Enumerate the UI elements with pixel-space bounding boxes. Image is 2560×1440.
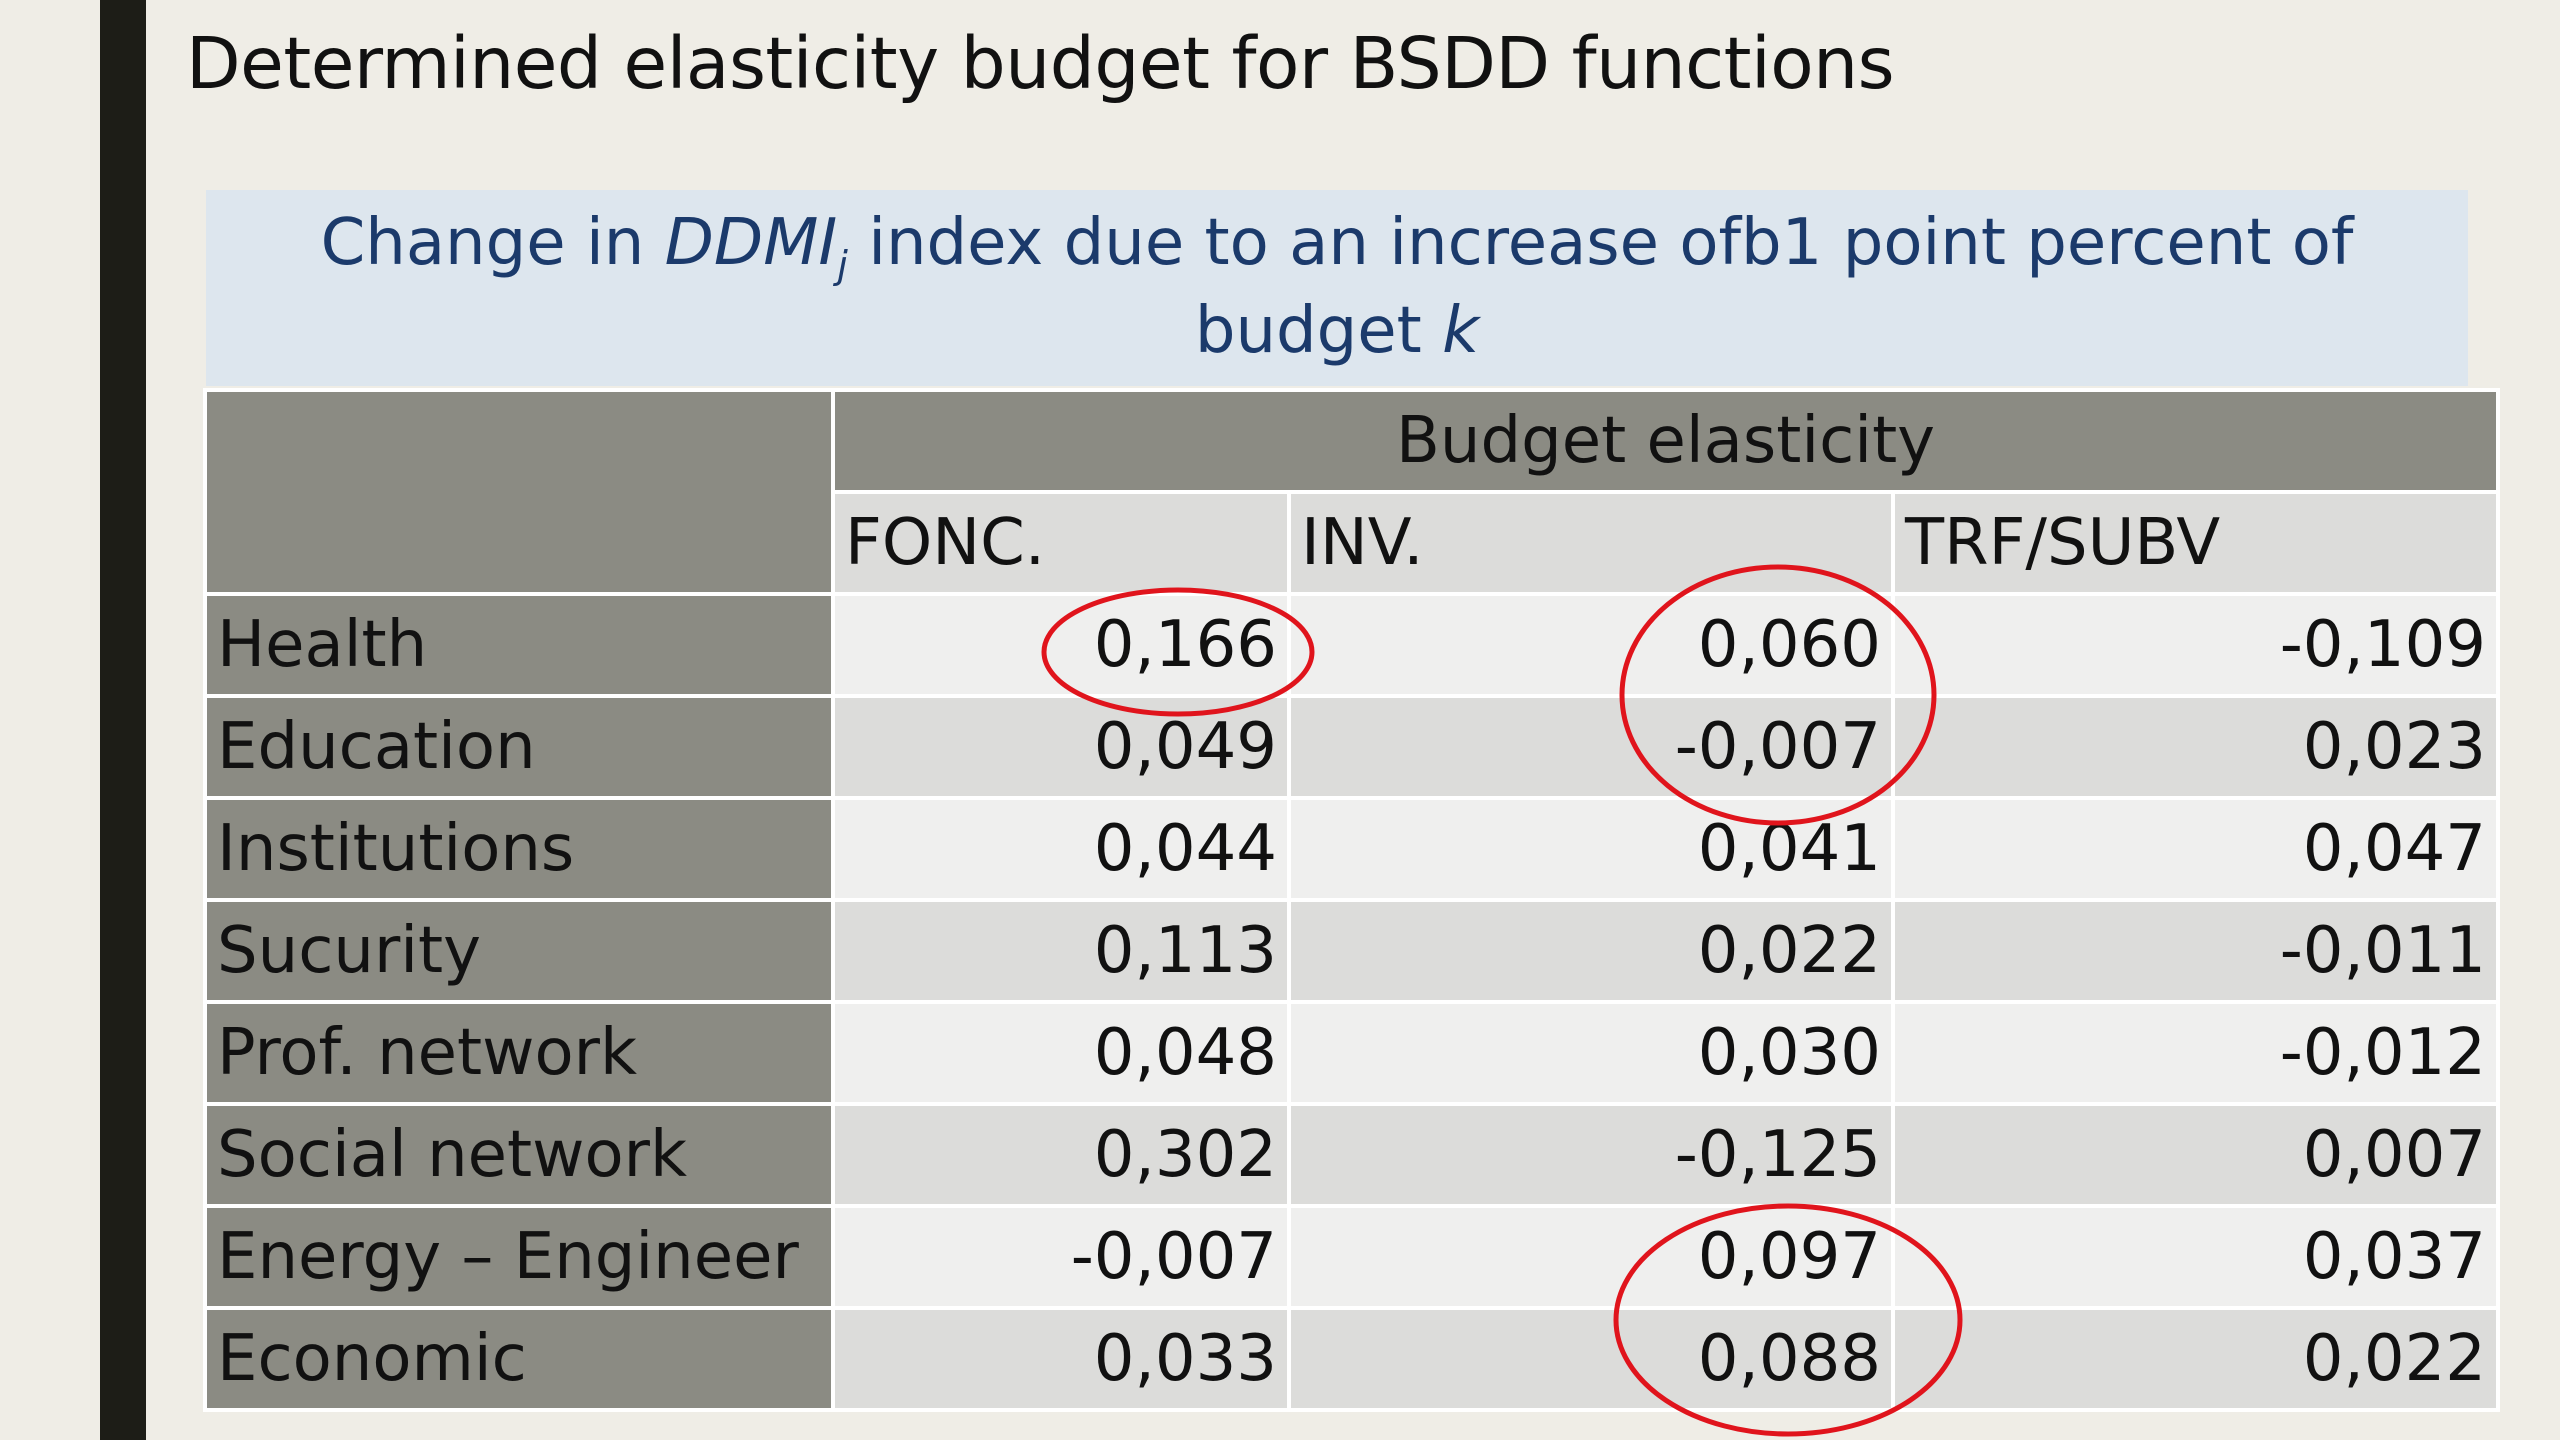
elasticity-table: Budget elasticity FONC. INV. TRF/SUBV He… bbox=[203, 388, 2500, 1412]
caption-text-1: Change in bbox=[320, 206, 665, 280]
table-cell: 0,030 bbox=[1287, 1000, 1895, 1106]
caption-budget-var: k bbox=[1442, 294, 1480, 368]
table-row: Health 0,166 0,060 -0,109 bbox=[203, 592, 2500, 698]
table-row: Energy – Engineer -0,007 0,097 0,037 bbox=[203, 1204, 2500, 1310]
row-label: Energy – Engineer bbox=[203, 1204, 835, 1310]
table-cell: -0,012 bbox=[1891, 1000, 2500, 1106]
row-label: Sucurity bbox=[203, 898, 835, 1004]
table-corner-cell bbox=[203, 388, 835, 596]
table-row: Institutions 0,044 0,041 0,047 bbox=[203, 796, 2500, 902]
table-cell: 0,033 bbox=[831, 1306, 1291, 1412]
group-header: Budget elasticity bbox=[831, 388, 2500, 494]
table-cell: 0,037 bbox=[1891, 1204, 2500, 1310]
table-cell: -0,125 bbox=[1287, 1102, 1895, 1208]
table-cell: 0,022 bbox=[1891, 1306, 2500, 1412]
table-cell: -0,007 bbox=[1287, 694, 1895, 800]
table-row: Education 0,049 -0,007 0,023 bbox=[203, 694, 2500, 800]
table-cell: 0,060 bbox=[1287, 592, 1895, 698]
table-cell: -0,007 bbox=[831, 1204, 1291, 1310]
row-label: Institutions bbox=[203, 796, 835, 902]
column-header-fonc: FONC. bbox=[831, 490, 1291, 596]
row-label: Economic bbox=[203, 1306, 835, 1412]
table-cell: 0,049 bbox=[831, 694, 1291, 800]
table-caption: Change in DDMIj index due to an increase… bbox=[206, 190, 2468, 386]
caption-text-3: budget bbox=[1194, 294, 1443, 368]
row-label: Prof. network bbox=[203, 1000, 835, 1106]
table-cell: 0,041 bbox=[1287, 796, 1895, 902]
caption-index-name: DDMI bbox=[664, 206, 838, 280]
left-accent-bar bbox=[100, 0, 146, 1440]
table-cell: 0,047 bbox=[1891, 796, 2500, 902]
table-row: Sucurity 0,113 0,022 -0,011 bbox=[203, 898, 2500, 1004]
table-row: Social network 0,302 -0,125 0,007 bbox=[203, 1102, 2500, 1208]
table-cell: 0,166 bbox=[831, 592, 1291, 698]
table-cell: -0,109 bbox=[1891, 592, 2500, 698]
caption-index-subscript: j bbox=[837, 243, 848, 287]
table-cell: -0,011 bbox=[1891, 898, 2500, 1004]
table-row: Prof. network 0,048 0,030 -0,012 bbox=[203, 1000, 2500, 1106]
caption-line-1: Change in DDMIj index due to an increase… bbox=[206, 206, 2468, 287]
table-cell: 0,007 bbox=[1891, 1102, 2500, 1208]
table-cell: 0,022 bbox=[1287, 898, 1895, 1004]
caption-line-2: budget k bbox=[206, 294, 2468, 368]
table-cell: 0,088 bbox=[1287, 1306, 1895, 1412]
table-cell: 0,113 bbox=[831, 898, 1291, 1004]
caption-text-2: index due to an increase ofb1 point perc… bbox=[847, 206, 2354, 280]
table-cell: 0,048 bbox=[831, 1000, 1291, 1106]
row-label: Social network bbox=[203, 1102, 835, 1208]
table-cell: 0,044 bbox=[831, 796, 1291, 902]
table-cell: 0,097 bbox=[1287, 1204, 1895, 1310]
table-row: Economic 0,033 0,088 0,022 bbox=[203, 1306, 2500, 1412]
table-cell: 0,302 bbox=[831, 1102, 1291, 1208]
slide-title: Determined elasticity budget for BSDD fu… bbox=[186, 22, 1895, 105]
table-cell: 0,023 bbox=[1891, 694, 2500, 800]
row-label: Health bbox=[203, 592, 835, 698]
column-header-inv: INV. bbox=[1287, 490, 1895, 596]
row-label: Education bbox=[203, 694, 835, 800]
column-header-trf-subv: TRF/SUBV bbox=[1891, 490, 2500, 596]
